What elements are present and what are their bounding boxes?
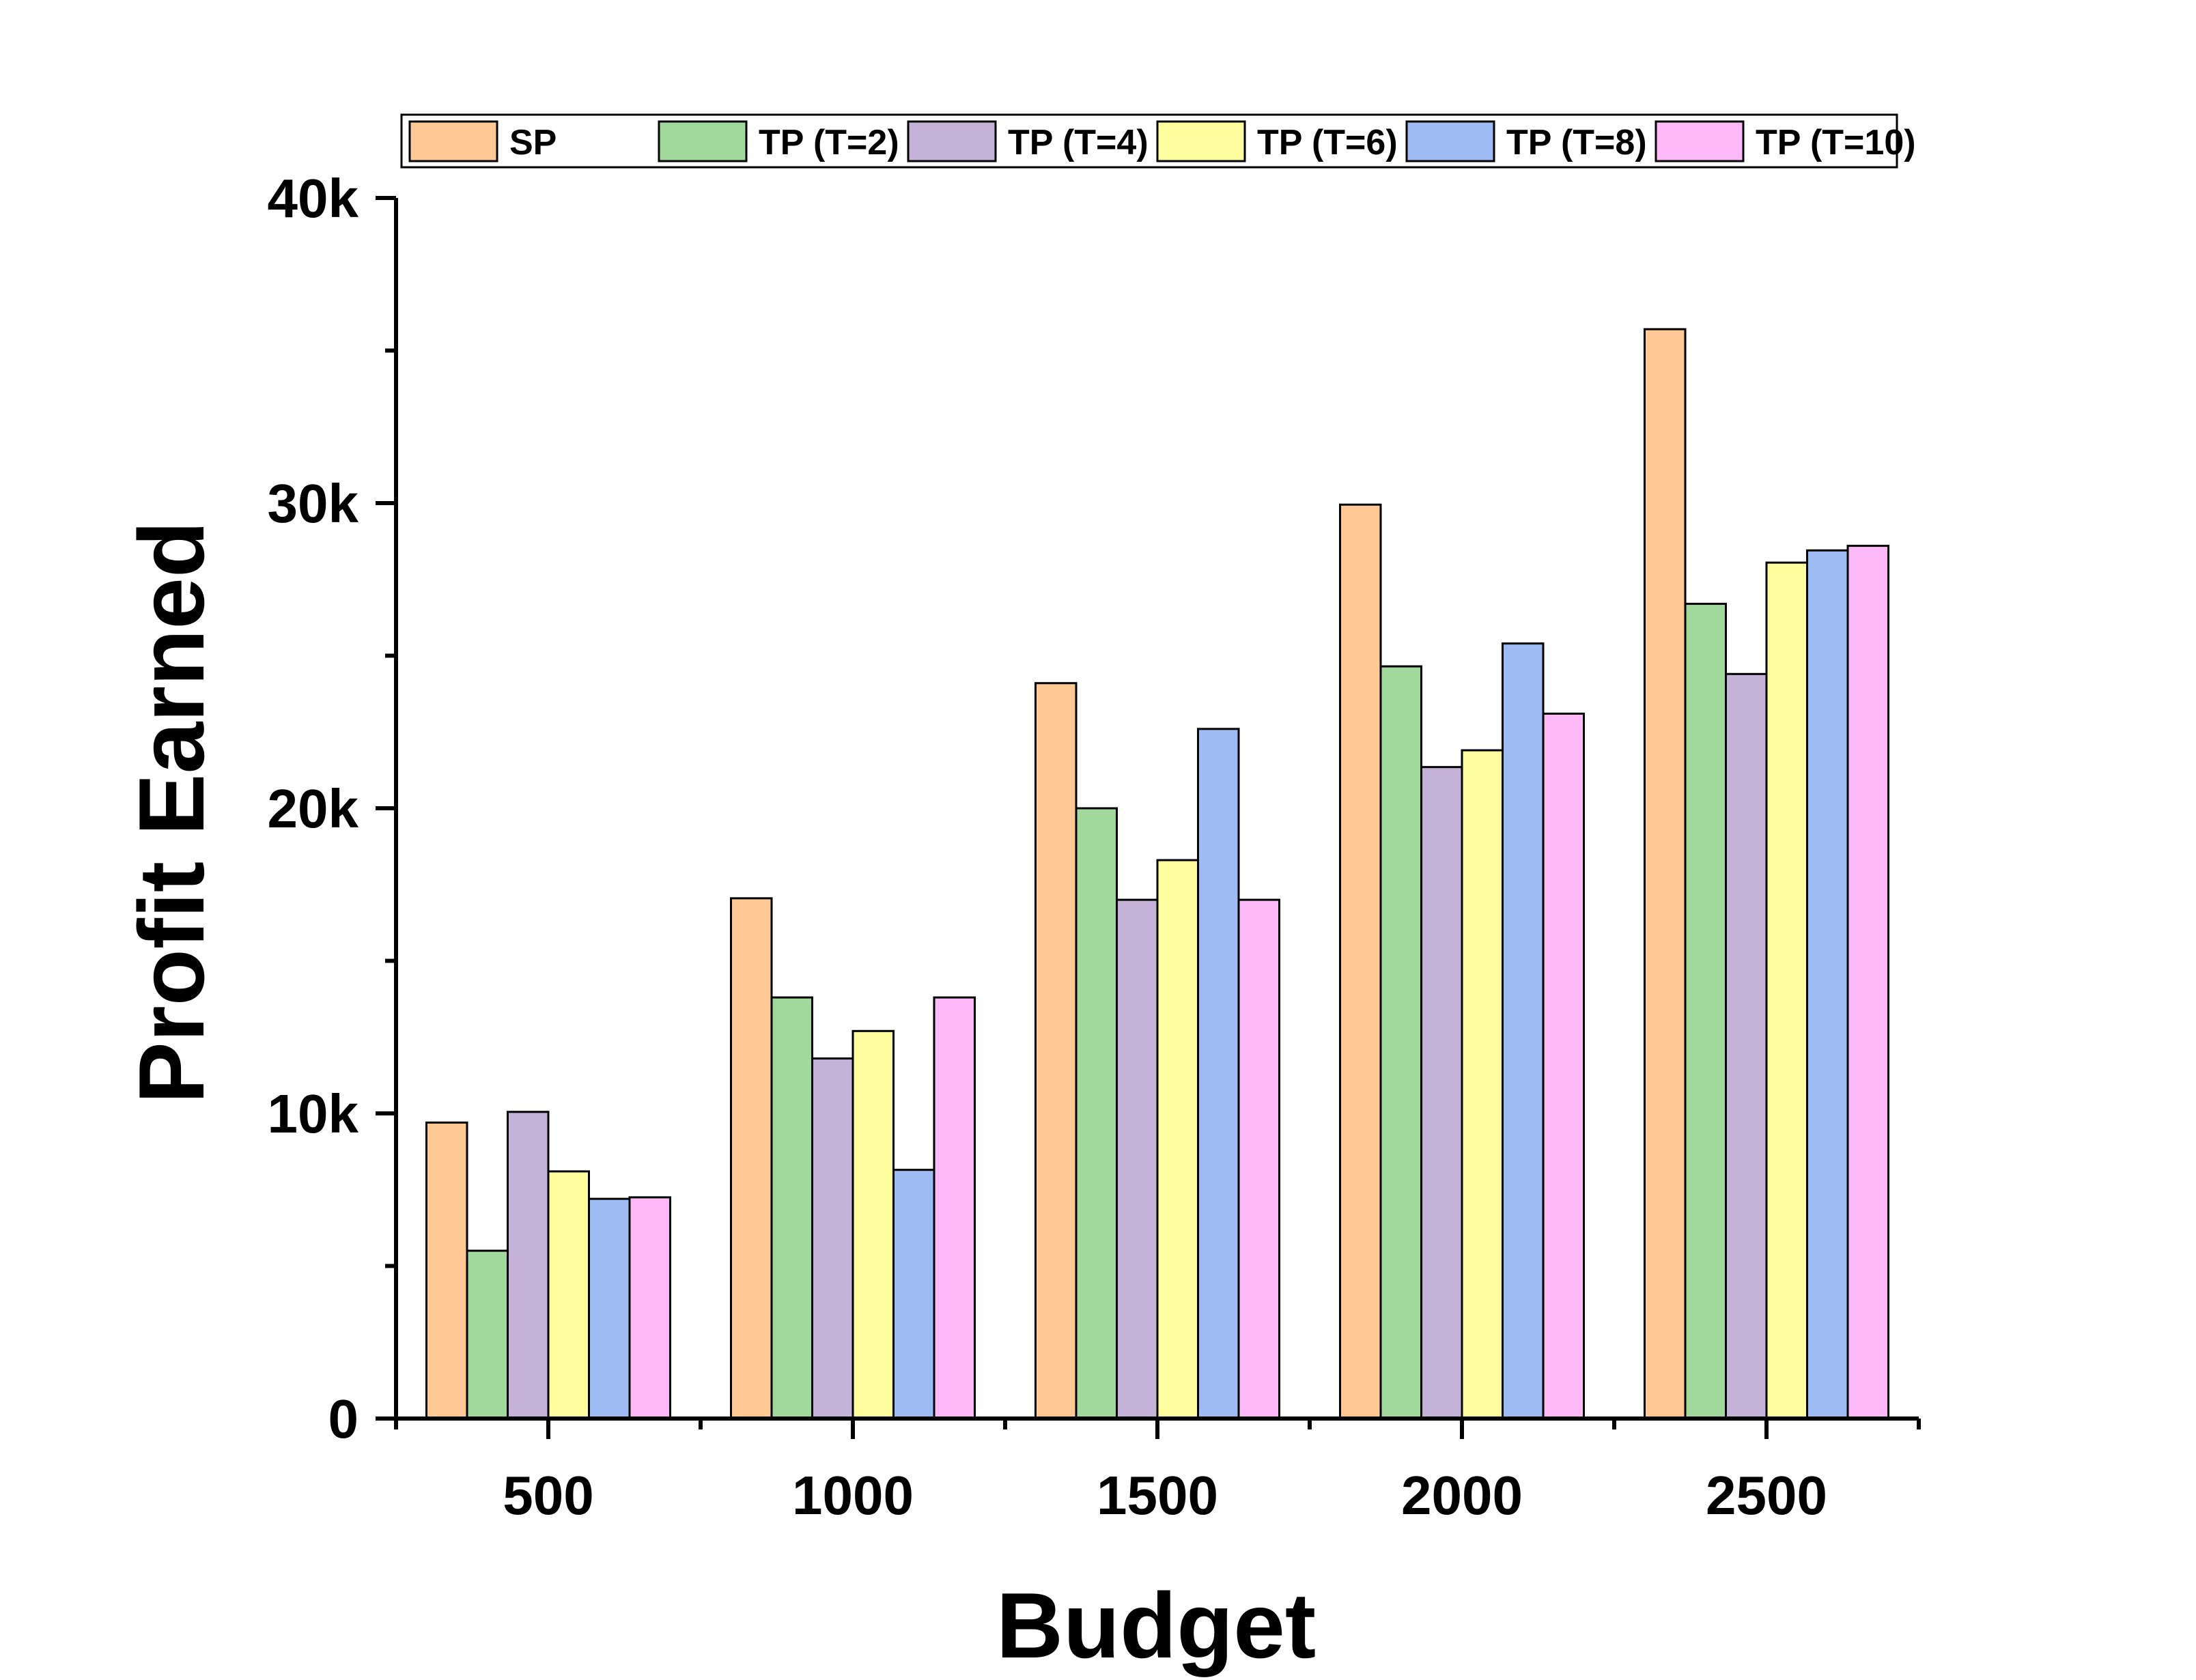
legend-swatch-tp-t-4: [907, 120, 997, 162]
legend-label-tp-t-8: TP (T=8): [1506, 123, 1647, 162]
axes: 0 10k 20k 30k 40k 500 1000 1500 2000 2500: [268, 168, 1921, 1526]
y-tick-label: 0: [328, 1389, 359, 1449]
bar-tp-t-2-1500: [1075, 807, 1118, 1420]
bar-tp-t-4-2000: [1420, 766, 1463, 1420]
y-tick-label: 40k: [268, 168, 359, 229]
bar-tp-t-6-2000: [1461, 749, 1504, 1420]
legend-swatch-tp-t-2: [658, 120, 748, 162]
legend-label-sp: SP: [509, 123, 557, 162]
bar-sp-1000: [730, 897, 773, 1420]
legend-box: [400, 113, 1898, 169]
x-axis-title: Budget: [996, 1574, 1316, 1677]
bar-tp-t-2-2500: [1684, 603, 1727, 1420]
legend-label-tp-t-6: TP (T=6): [1257, 123, 1398, 162]
bar-tp-t-8-2000: [1502, 642, 1545, 1420]
bar-tp-t-8-1000: [892, 1169, 935, 1420]
bar-tp-t-8-2500: [1806, 549, 1849, 1420]
bars-area: [425, 328, 1889, 1420]
legend-swatch-sp: [408, 120, 498, 162]
x-tick-label: 500: [503, 1465, 593, 1526]
bar-tp-t-2-1000: [770, 996, 813, 1420]
y-axis-title: Profit Earned: [119, 521, 223, 1104]
bar-tp-t-10-1000: [933, 996, 976, 1420]
bar-tp-t-2-500: [466, 1249, 509, 1420]
bar-tp-t-6-2500: [1765, 561, 1808, 1420]
x-tick-label: 2500: [1706, 1465, 1827, 1526]
bar-sp-2000: [1339, 503, 1382, 1420]
y-tick-label: 20k: [268, 778, 359, 839]
legend-label-tp-t-4: TP (T=4): [1008, 123, 1149, 162]
bar-sp-500: [425, 1121, 468, 1420]
x-tick-label: 2000: [1401, 1465, 1523, 1526]
y-tick-label: 10k: [268, 1083, 359, 1144]
x-tick-label: 1500: [1097, 1465, 1218, 1526]
bar-tp-t-2-2000: [1379, 665, 1422, 1420]
legend-label-tp-t-2: TP (T=2): [759, 123, 899, 162]
legend-swatch-tp-t-10: [1655, 120, 1745, 162]
bar-tp-t-4-1000: [811, 1057, 854, 1420]
bar-tp-t-10-2500: [1846, 545, 1889, 1420]
bar-tp-t-4-2500: [1725, 672, 1768, 1420]
legend-label-tp-t-10: TP (T=10): [1756, 123, 1916, 162]
bar-tp-t-10-500: [628, 1196, 671, 1420]
bar-tp-t-6-500: [547, 1170, 590, 1420]
legend-swatch-tp-t-6: [1156, 120, 1246, 162]
bar-tp-t-10-2000: [1542, 712, 1585, 1420]
bar-tp-t-4-1500: [1116, 898, 1159, 1420]
bar-tp-t-6-1500: [1156, 859, 1199, 1420]
y-tick-label: 30k: [268, 473, 359, 534]
bar-sp-2500: [1644, 328, 1687, 1420]
bar-tp-t-10-1500: [1237, 898, 1280, 1420]
bar-tp-t-6-1000: [851, 1029, 895, 1420]
bar-tp-t-4-500: [507, 1111, 550, 1420]
legend: SP TP (T=2) TP (T=4) TP (T=6) TP (T=8) TP (T=…: [400, 113, 1916, 169]
legend-swatch-tp-t-8: [1405, 120, 1495, 162]
bar-tp-t-8-500: [588, 1197, 631, 1420]
bar-tp-t-8-1500: [1197, 728, 1240, 1420]
x-tick-label: 1000: [792, 1465, 914, 1526]
bar-sp-1500: [1034, 682, 1078, 1420]
